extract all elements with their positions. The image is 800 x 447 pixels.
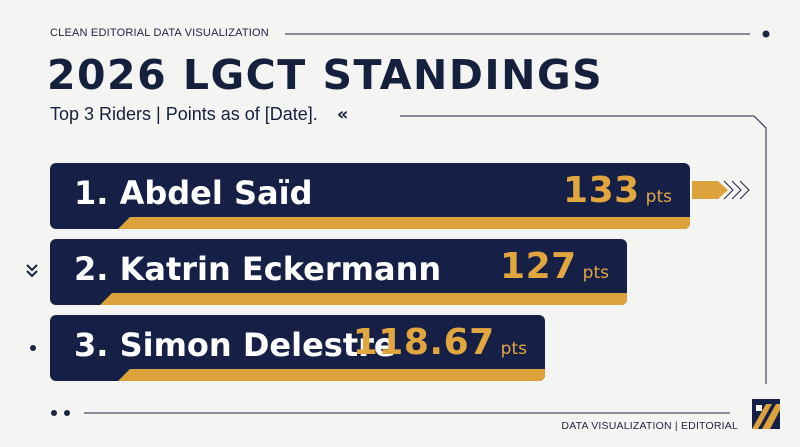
bar-category-label: 1. Abdel Saïd	[74, 174, 313, 212]
double-chevron-left-icon: «	[336, 104, 349, 125]
bar-accent-stripe	[100, 293, 627, 305]
left-dot-icon	[30, 345, 36, 351]
bar-value-label: 133 pts	[563, 167, 672, 221]
bar-1: 1. Abdel Saïd 133 pts	[50, 163, 690, 229]
footer-label: DATA VISUALIZATION | EDITORIAL	[561, 420, 738, 432]
top-dot-icon	[762, 30, 770, 38]
bar-value-number: 133	[563, 170, 640, 211]
bottom-dot-icon	[51, 410, 57, 416]
eyebrow-label: CLEAN EDITORIAL DATA VISUALIZATION	[50, 27, 269, 39]
arrow-right-icon	[692, 180, 750, 200]
bar-value-unit: pts	[645, 187, 672, 207]
bar-value-number: 127	[500, 246, 577, 287]
bar-3: 3. Simon Delestre 118.67 pts	[50, 315, 545, 381]
bar-value-label: 127 pts	[500, 243, 609, 297]
subtitle-rule	[400, 115, 767, 384]
bar-category-label: 3. Simon Delestre	[74, 326, 396, 364]
page-title: 2026 LGCT STANDINGS	[47, 51, 604, 99]
bar-value-unit: pts	[500, 339, 527, 359]
bar-value-unit: pts	[582, 263, 609, 283]
bar-accent-stripe	[118, 217, 690, 229]
bar-2: 2. Katrin Eckermann 127 pts	[50, 239, 627, 305]
bottom-dot-icon	[64, 410, 70, 416]
subtitle-text: Top 3 Riders | Points as of [Date].	[50, 104, 318, 124]
chart-subtitle: Top 3 Riders | Points as of [Date]. «	[50, 104, 348, 125]
double-chevron-down-icon	[26, 264, 38, 278]
brand-logo-icon	[752, 399, 780, 429]
bar-value-label: 118.67 pts	[353, 319, 527, 373]
bar-category-label: 2. Katrin Eckermann	[74, 250, 442, 288]
bar-accent-stripe	[118, 369, 545, 381]
bar-value-number: 118.67	[352, 322, 495, 363]
